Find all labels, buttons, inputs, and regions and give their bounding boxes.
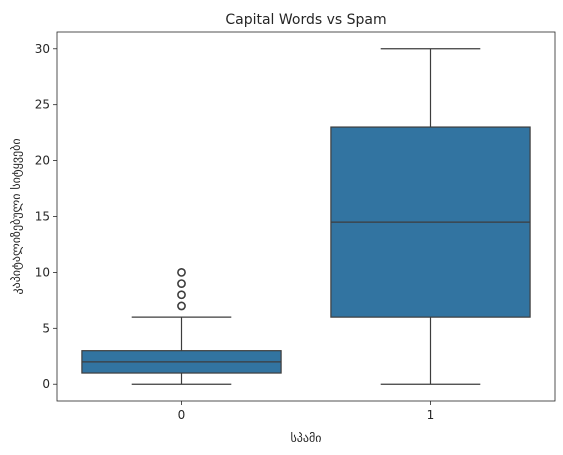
y-axis-label: კაპიტალიზებული სიტყვები [9, 138, 23, 294]
y-tick-label: 20 [35, 154, 50, 168]
y-tick-label: 30 [35, 42, 50, 56]
y-tick-label: 5 [42, 321, 50, 335]
y-tick-label: 15 [35, 210, 50, 224]
y-tick-label: 10 [35, 265, 50, 279]
x-tick-label: 0 [178, 408, 186, 422]
box-group-0 [81, 268, 282, 385]
plot-frame [56, 31, 556, 402]
box-group-1 [330, 48, 531, 385]
y-tick-label: 25 [35, 98, 50, 112]
x-tick-label: 1 [427, 408, 435, 422]
y-tick-label: 0 [42, 377, 50, 391]
outlier-point [177, 268, 186, 277]
outlier-point [177, 279, 186, 288]
outlier-point [177, 290, 186, 300]
x-axis-label: სპამი [291, 431, 322, 445]
outlier-point [177, 301, 186, 311]
plot-area: 0 5 10 15 20 25 30 0 1 [35, 42, 531, 422]
chart-title: Capital Words vs Spam [225, 12, 386, 28]
